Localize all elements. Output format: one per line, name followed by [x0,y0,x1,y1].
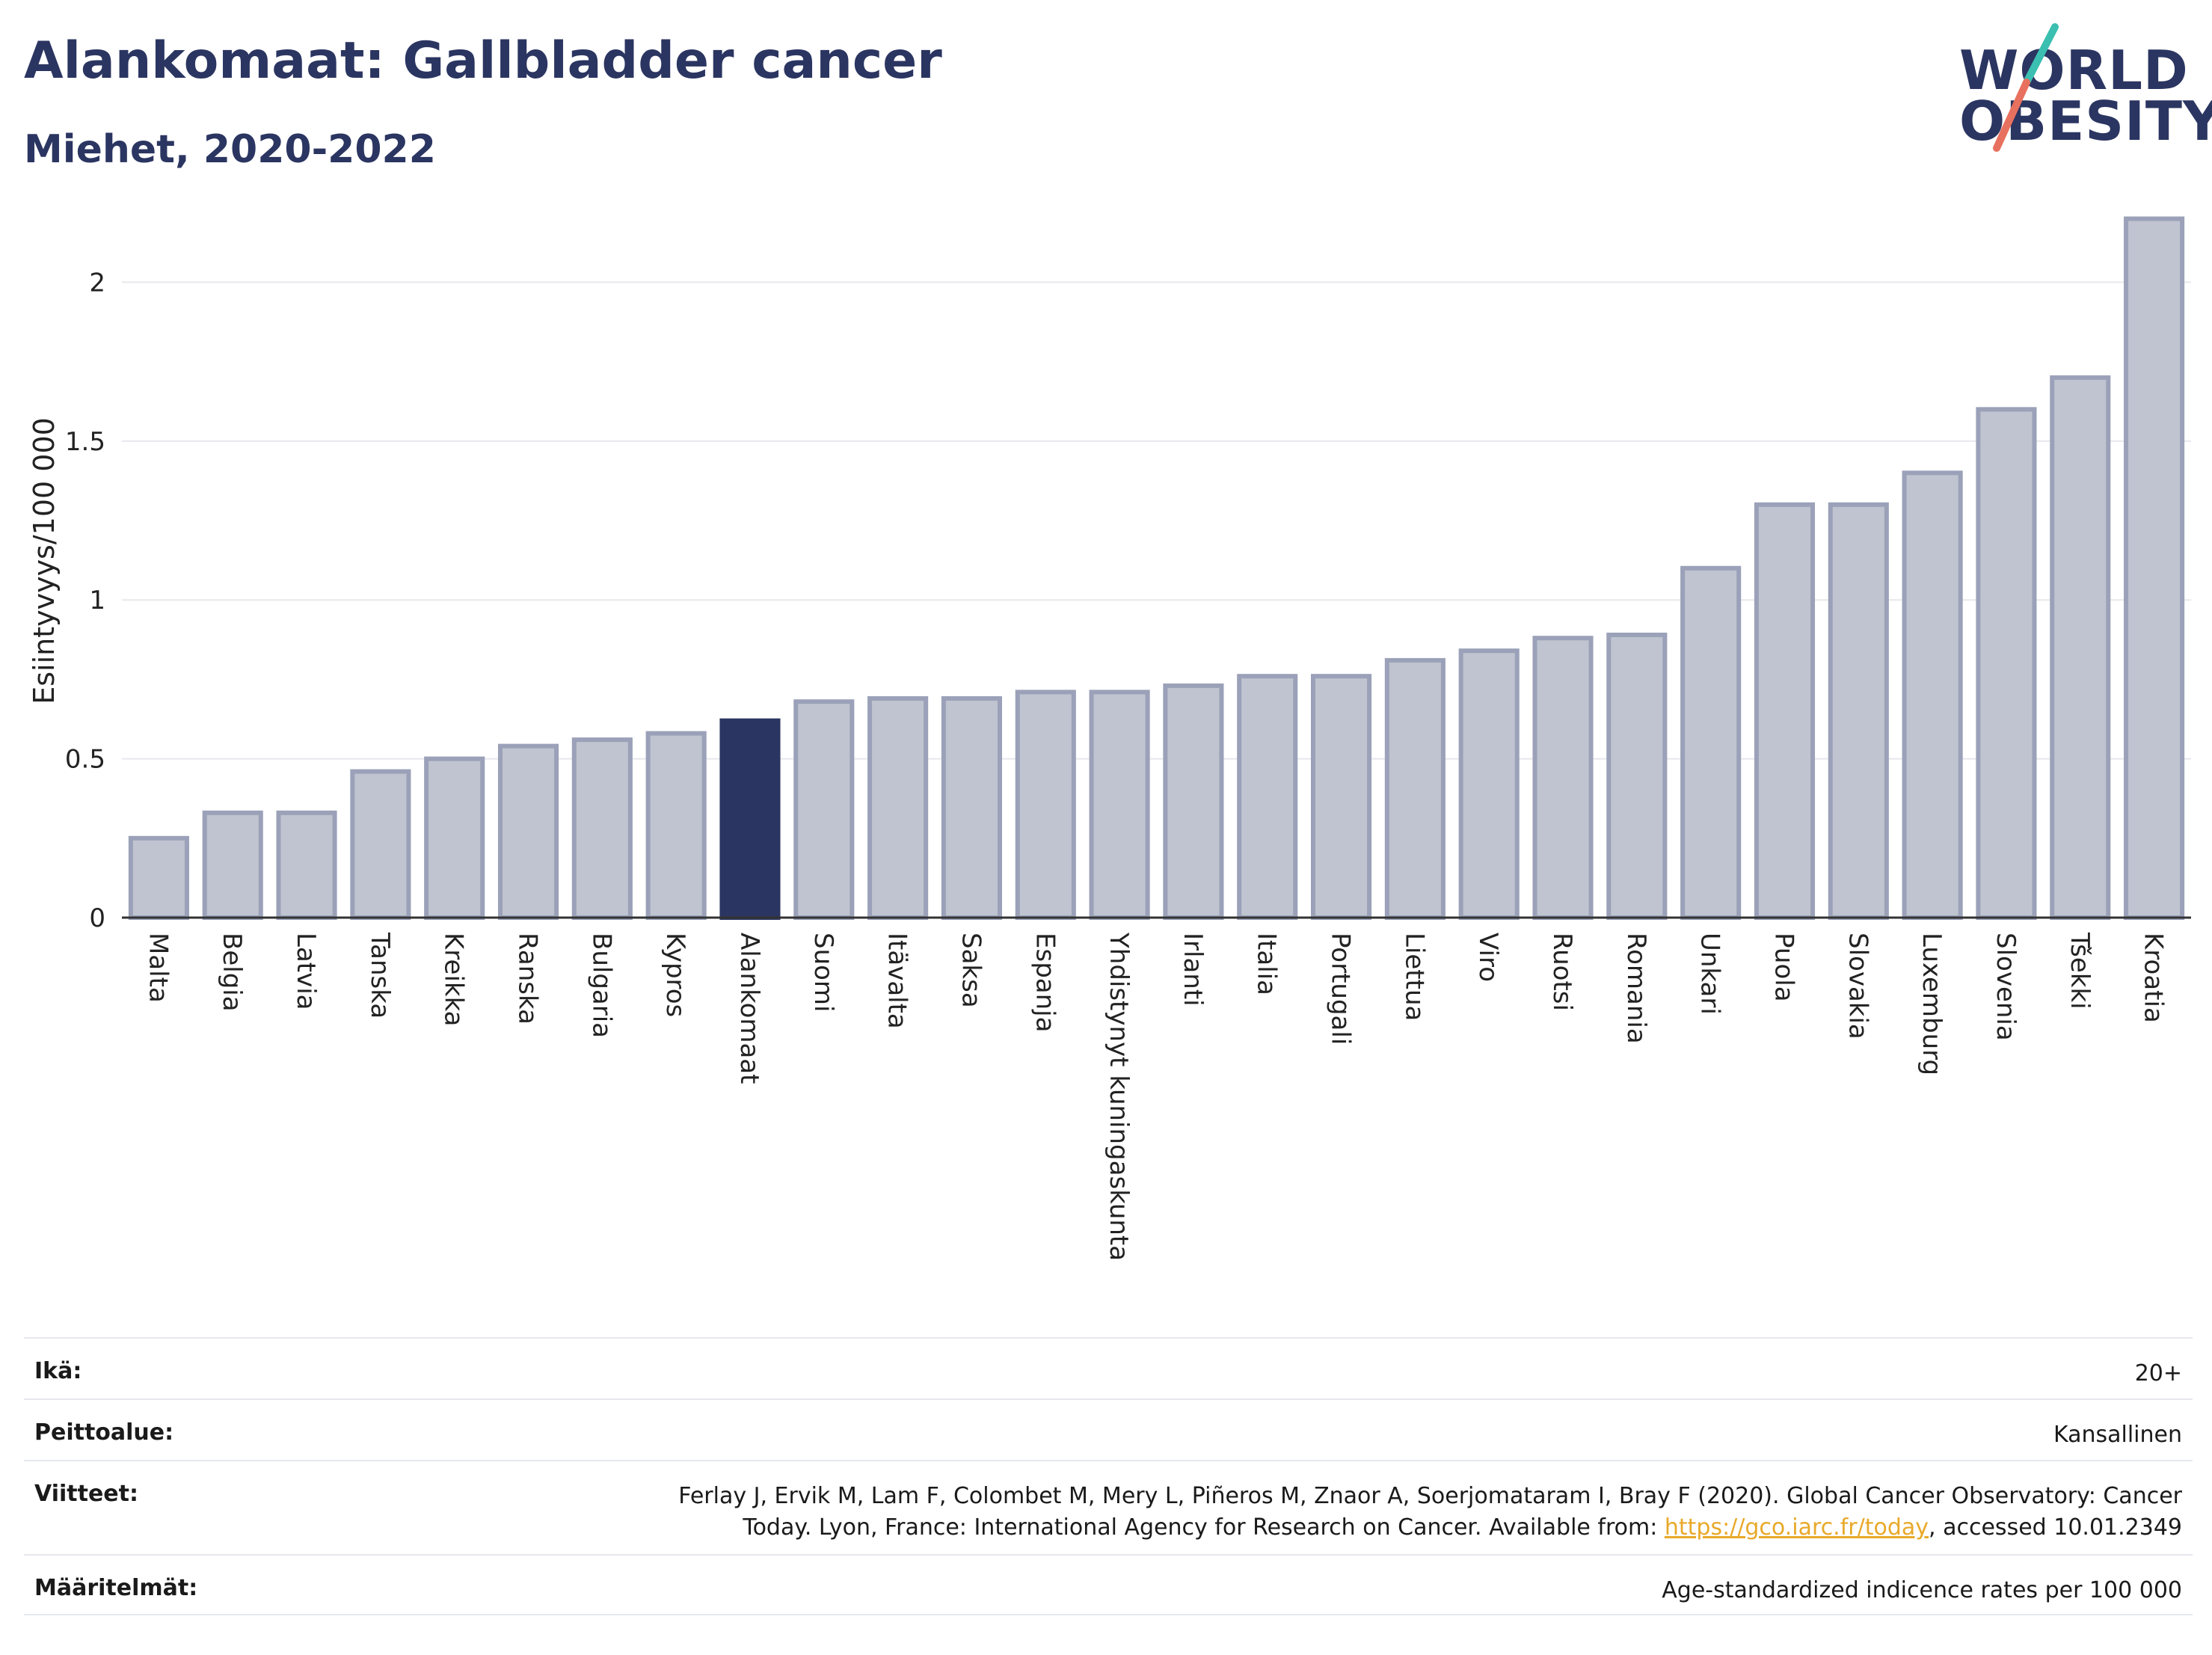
bar [1163,683,1224,920]
chart-title: Alankomaat: Gallbladder cancer [24,31,942,90]
chart-subtitle: Miehet, 2020-2022 [24,127,436,172]
references-link[interactable]: https://gco.iarc.fr/today [1664,1514,1929,1541]
x-tick-label: Italia [1252,933,1282,995]
x-tick-label: Espanja [1030,933,1060,1032]
logo-slash-icon [1993,23,2059,152]
x-tick-label: Kypros [660,933,690,1017]
bar [202,810,263,920]
x-tick-label: Tšekki [2065,932,2095,1010]
x-axis-ticks: Malta Belgia Latvia Tanska Kreikka Ranska Bulg… [143,932,2168,1261]
bar [350,769,411,920]
bar [571,737,633,921]
y-tick-label: 0 [89,903,105,933]
y-tick-label: 1.5 [65,427,105,457]
x-tick-label: Viro [1473,933,1503,982]
meta-row-references: Viitteet: Ferlay J, Ervik M, Lam F, Colo… [24,1460,2193,1554]
bar [1237,674,1298,920]
bar [1458,648,1520,920]
x-tick-label: Portugali [1326,933,1356,1045]
x-tick-label: Unkari [1695,933,1725,1015]
references-line-1: Ferlay J, Ervik M, Lam F, Colombet M, Me… [678,1483,2182,1509]
references-line-2: Today. Lyon, France: International Agenc… [743,1514,1665,1541]
bar [1976,407,2037,920]
bar-highlighted [719,718,781,920]
bar [645,731,707,921]
x-tick-label: Latvia [291,933,321,1010]
x-tick-label: Suomi [808,933,838,1013]
bar [497,743,559,920]
x-tick-label: Alankomaat [734,933,764,1084]
age-label: Ikä: [34,1358,82,1384]
x-tick-label: Slovenia [1991,933,2021,1041]
bar [1015,690,1076,920]
x-tick-label: Bulgaria [586,933,616,1038]
bar [424,756,485,921]
logo-line-1: WORLD [1959,39,2189,102]
x-tick-label: Saksa [956,933,986,1008]
x-tick-label: Ranska [513,933,543,1025]
y-axis-label: Esiintyvyys/100 000 [28,417,61,704]
bar [867,696,929,921]
meta-row-coverage: Peittoalue: Kansallinen [24,1398,2193,1460]
references-accessed: , accessed 10.01.2349 [1929,1514,2182,1541]
meta-row-age: Ikä: 20+ [24,1337,2193,1398]
coverage-value: Kansallinen [2053,1422,2182,1448]
age-value: 20+ [2134,1360,2182,1387]
bar-chart: 0 0.5 1 1.5 2 Malta Belgia Latvia Tanska Kreikka… [28,216,2191,1261]
x-tick-label: Itävalta [882,933,912,1029]
bar [941,696,1002,921]
bars [128,216,2185,921]
definitions-value: Age-standardized indicence rates per 100… [1662,1577,2182,1603]
bar [1606,632,1668,920]
coverage-label: Peittoalue: [34,1419,174,1446]
bar [1828,502,1889,921]
references-value: Ferlay J, Ervik M, Lam F, Colombet M, Me… [678,1481,2182,1544]
x-tick-label: Luxemburg [1917,933,1947,1075]
x-tick-label: Belgia [217,933,247,1012]
bar [1902,470,1963,921]
bar [1754,502,1816,921]
bar [1680,565,1742,920]
bar [1532,636,1594,920]
x-tick-label: Tanska [365,932,395,1019]
bar [1089,690,1150,920]
x-tick-label: Malta [143,933,173,1003]
bar [128,835,189,920]
x-tick-label: Slovakia [1843,933,1872,1040]
metadata-table: Ikä: 20+ Peittoalue: Kansallinen Viittee… [24,1337,2193,1615]
references-label: Viitteet: [34,1481,138,1507]
bar [276,810,337,920]
y-tick-label: 1 [89,586,105,615]
bar [1311,674,1372,920]
meta-row-definitions: Määritelmät: Age-standardized indicence … [24,1554,2193,1615]
x-tick-label: Kroatia [2139,933,2169,1023]
x-tick-label: Puola [1769,933,1798,1002]
bar [2124,216,2185,920]
x-tick-label: Kreikka [439,933,469,1027]
x-tick-label: Liettua [1399,933,1429,1021]
world-obesity-logo: WORLD OBESITY [1944,22,2212,157]
y-tick-label: 2 [89,268,105,298]
x-tick-label: Romania [1621,933,1651,1044]
bar [1384,657,1446,920]
x-tick-label: Yhdistynyt kuningaskunta [1104,932,1134,1261]
bar [793,699,855,920]
y-axis-ticks: 0 0.5 1 1.5 2 [65,268,105,933]
y-tick-label: 0.5 [65,745,105,775]
x-tick-label: Ruotsi [1547,933,1577,1011]
x-tick-label: Irlanti [1178,933,1208,1007]
bar [2050,375,2111,920]
definitions-label: Määritelmät: [34,1575,198,1601]
